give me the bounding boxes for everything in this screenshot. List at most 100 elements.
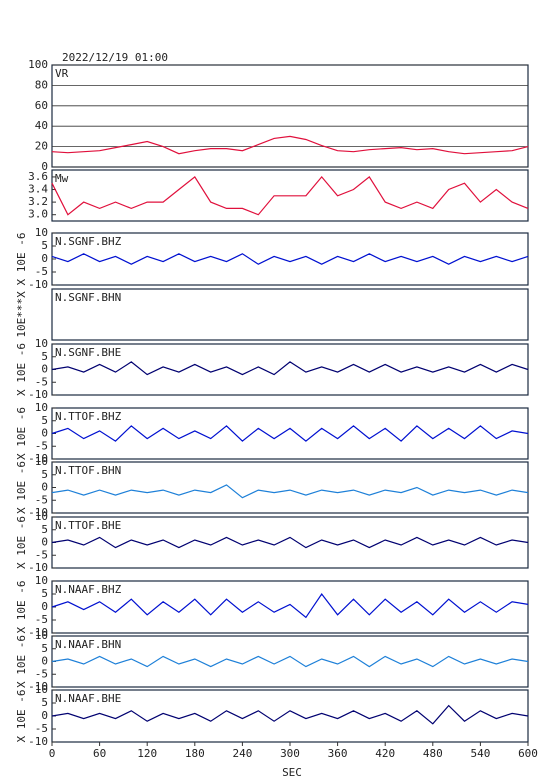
series-line: [51, 175, 529, 216]
panel-label: N.TTOF.BHE: [55, 519, 121, 532]
y-tick-label: 0: [41, 427, 48, 440]
panel-frame: [51, 288, 529, 341]
series-line: [51, 655, 529, 668]
y-tick-label: 0: [41, 363, 48, 376]
panel-label: N.NAAF.BHZ: [55, 583, 122, 596]
series-line: [51, 253, 529, 265]
y-tick-label: -10: [28, 626, 48, 639]
x-tick-label: 240: [232, 747, 252, 760]
y-tick-label: 0: [41, 655, 48, 668]
panel-frame: [51, 461, 529, 514]
y-tick-label: 40: [35, 119, 48, 132]
y-tick-label: 0: [41, 481, 48, 494]
y-tick-label: 5: [41, 414, 48, 427]
panel-frame: [51, 580, 529, 634]
series-line: [51, 135, 529, 155]
y-tick-label: 10: [35, 510, 48, 523]
x-tick-label: 180: [185, 747, 205, 760]
y-tick-label: 3.0: [28, 208, 48, 221]
y-tick-label: 0: [41, 600, 48, 613]
y-tick-label: -10: [28, 278, 48, 291]
y-tick-label: -5: [35, 493, 48, 506]
y-tick-label: 60: [35, 99, 48, 112]
y-tick-label: -5: [35, 667, 48, 680]
y-axis-label: X 10E -6: [15, 233, 28, 286]
y-axis-label: X 10E -6: [15, 635, 28, 688]
y-tick-label: 3.4: [28, 183, 48, 196]
x-tick-label: 120: [137, 747, 157, 760]
y-axis-label: X 10E -6: [15, 516, 28, 569]
y-tick-label: 3.6: [28, 170, 48, 183]
panel-frame: [51, 169, 529, 222]
x-tick-label: 480: [423, 747, 443, 760]
y-tick-label: 10: [35, 455, 48, 468]
x-axis-label: SEC: [282, 766, 302, 779]
y-tick-label: 0: [41, 536, 48, 549]
y-tick-label: -10: [28, 561, 48, 574]
y-tick-label: -10: [28, 388, 48, 401]
y-axis-label: X 10E -6: [15, 581, 28, 634]
y-tick-label: -10: [28, 735, 48, 748]
y-tick-label: -5: [35, 548, 48, 561]
x-tick-label: 0: [49, 747, 56, 760]
y-tick-label: 5: [41, 642, 48, 655]
y-tick-label: -5: [35, 375, 48, 388]
y-tick-label: 5: [41, 587, 48, 600]
y-tick-label: 0: [41, 160, 48, 173]
panel-label: Mw: [55, 172, 69, 185]
x-tick-label: 420: [375, 747, 395, 760]
series-line: [51, 484, 529, 499]
panel-label: N.TTOF.BHZ: [55, 410, 122, 423]
y-tick-label: 5: [41, 468, 48, 481]
series-line: [51, 704, 529, 725]
y-tick-label: 0: [41, 709, 48, 722]
x-tick-label: 300: [280, 747, 300, 760]
y-tick-label: -5: [35, 722, 48, 735]
panel-frame: [51, 689, 529, 743]
y-tick-label: -10: [28, 506, 48, 519]
x-tick-label: 600: [518, 747, 538, 760]
y-tick-label: 5: [41, 239, 48, 252]
y-axis-label: X 10E -6: [15, 690, 28, 743]
y-axis-label: X 10E -6: [15, 343, 28, 396]
series-line: [51, 361, 529, 376]
x-tick-label: 360: [328, 747, 348, 760]
panel-label: N.TTOF.BHN: [55, 464, 121, 477]
y-axis-label: X 10E -6: [15, 461, 28, 514]
chart-title: 2022/12/19 01:00: [62, 51, 168, 64]
panel-frame: [51, 232, 529, 286]
y-axis-label: 10E***X: [15, 291, 28, 338]
x-tick-label: 60: [93, 747, 106, 760]
panel-frame: [51, 64, 529, 168]
x-tick-label: 540: [470, 747, 490, 760]
y-tick-label: -5: [35, 613, 48, 626]
y-tick-label: 5: [41, 350, 48, 363]
y-tick-label: 100: [28, 58, 48, 71]
y-tick-label: 3.2: [28, 195, 48, 208]
y-tick-label: 10: [35, 401, 48, 414]
panel-label: N.SGNF.BHZ: [55, 235, 122, 248]
y-tick-label: -5: [35, 439, 48, 452]
y-tick-label: 10: [35, 683, 48, 696]
y-tick-label: 20: [35, 140, 48, 153]
y-tick-label: 0: [41, 252, 48, 265]
y-axis-label: X 10E -6: [15, 407, 28, 460]
y-tick-label: 5: [41, 523, 48, 536]
panel-label: N.SGNF.BHN: [55, 291, 121, 304]
y-tick-label: -10: [28, 452, 48, 465]
panel-label: N.NAAF.BHE: [55, 692, 121, 705]
panel-label: VR: [55, 67, 69, 80]
series-line: [51, 425, 529, 442]
series-line: [51, 536, 529, 549]
y-tick-label: 80: [35, 78, 48, 91]
series-line: [51, 592, 529, 619]
y-tick-label: 10: [35, 629, 48, 642]
y-tick-label: -10: [28, 680, 48, 693]
y-tick-label: 10: [35, 337, 48, 350]
panel-label: N.NAAF.BHN: [55, 638, 121, 651]
y-tick-label: 10: [35, 574, 48, 587]
y-tick-label: 10: [35, 226, 48, 239]
panel-label: N.SGNF.BHE: [55, 346, 121, 359]
